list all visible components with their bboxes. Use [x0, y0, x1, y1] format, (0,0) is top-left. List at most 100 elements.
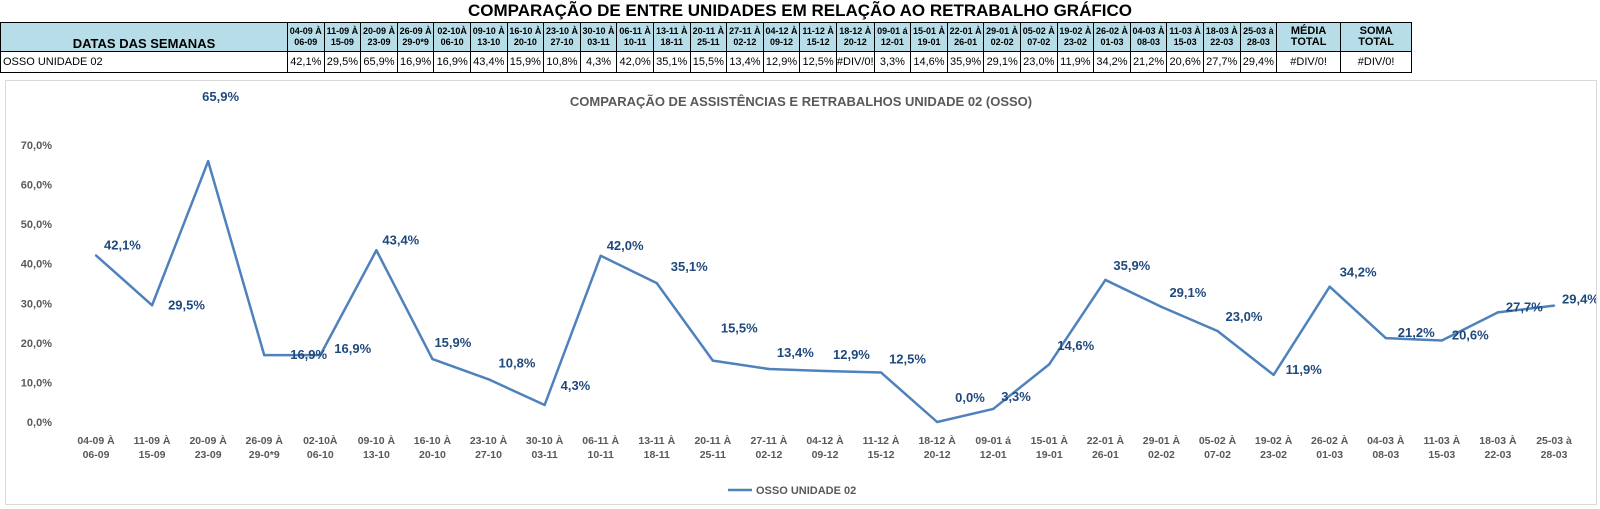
week-header-line: 19-01 — [917, 37, 941, 47]
table-week-header: 11-03 À 15-03 — [1166, 22, 1204, 52]
x-tick-label: 20-09 À — [189, 434, 227, 447]
data-point — [1328, 285, 1331, 288]
data-label: 4,3% — [561, 378, 591, 393]
table-week-header: 23-10 À 27-10 — [543, 22, 581, 52]
week-header-line: 23-09 — [367, 37, 391, 47]
data-label: 34,2% — [1340, 265, 1377, 280]
table-week-header: 11-09 À 15-09 — [323, 22, 362, 52]
x-tick-label: 18-12 À — [918, 434, 956, 447]
table-cell: 35,1% — [652, 51, 691, 73]
week-header-line: 26-09 À — [399, 26, 432, 36]
data-point — [992, 407, 995, 411]
week-header-line: 29-0*9 — [402, 37, 429, 47]
x-tick-label: 22-03 — [1484, 449, 1511, 461]
x-tick-label: 03-11 — [531, 449, 557, 461]
data-label: 3,3% — [1001, 389, 1031, 404]
table-week-header: 06-11 À 10-11 — [616, 22, 654, 52]
table-week-header: 29-01 À 02-02 — [983, 22, 1021, 52]
y-tick-label: 70,0% — [21, 140, 52, 152]
x-tick-label: 20-11 À — [694, 434, 731, 447]
table-cell: 20,6% — [1166, 51, 1204, 73]
data-label: 11,9% — [1286, 362, 1323, 377]
table-cell: 4,3% — [579, 51, 618, 73]
data-label: 42,0% — [607, 238, 644, 253]
x-tick-label: 20-10 — [419, 449, 446, 461]
table-row-label: OSSO UNIDADE 02 — [0, 51, 288, 73]
week-header-line: 15-01 À — [912, 26, 945, 36]
data-point — [1552, 304, 1556, 307]
table-week-header: 05-02 À 07-02 — [1019, 22, 1058, 52]
table-cell: 10,8% — [543, 51, 581, 73]
data-label: 15,5% — [721, 321, 758, 336]
table-cell: 43,4% — [469, 51, 508, 73]
y-tick-label: 10,0% — [21, 377, 52, 389]
data-point — [1272, 373, 1275, 377]
data-point — [935, 420, 939, 424]
x-tick-label: 15-03 — [1428, 449, 1455, 461]
x-tick-label: 01-03 — [1316, 449, 1343, 461]
x-tick-label: 15-01 À — [1031, 434, 1069, 447]
table-cell: 42,0% — [616, 51, 654, 73]
data-label: 29,5% — [168, 297, 205, 312]
data-point — [1440, 339, 1444, 342]
data-point — [1104, 278, 1107, 282]
week-header-line: 02-10À — [437, 26, 467, 36]
week-header-line: 12-01 — [880, 37, 904, 47]
data-point — [487, 378, 490, 381]
data-point — [543, 403, 546, 407]
x-tick-label: 26-02 À — [1311, 434, 1349, 447]
week-header-line: 03-11 — [587, 37, 610, 47]
week-header-line: 26-01 — [954, 37, 978, 47]
x-tick-label: 30-10 À — [526, 434, 564, 447]
media-total-value: #DIV/0! — [1276, 51, 1342, 73]
week-header-line: 27-10 — [550, 37, 574, 47]
x-tick-label: 04-03 À — [1367, 434, 1405, 447]
media-header-line: MÉDIA — [1290, 25, 1327, 37]
x-tick-label: 23-09 — [195, 449, 222, 461]
media-header-line: TOTAL — [1290, 36, 1327, 48]
data-point — [1160, 305, 1163, 309]
week-header-line: 13-11 À — [655, 26, 688, 36]
data-label: 12,5% — [889, 352, 926, 367]
data-label: 21,2% — [1398, 325, 1435, 340]
soma-header-line: SOMA — [1359, 25, 1393, 37]
table-cell: 13,4% — [726, 51, 764, 73]
week-header-line: 20-09 À — [362, 26, 395, 36]
table-week-header: 04-12 À 09-12 — [762, 22, 801, 52]
x-tick-label: 08-03 — [1372, 449, 1399, 461]
data-label: 12,9% — [833, 347, 870, 362]
week-header-line: 10-11 — [623, 37, 647, 47]
data-point — [655, 281, 658, 285]
data-label: 15,9% — [434, 335, 471, 350]
week-header-line: 28-03 — [1246, 37, 1270, 47]
table-row: OSSO UNIDADE 02 42,1% 29,5% 65,9% 16,9% 16,9… — [0, 51, 1413, 73]
data-label: 35,9% — [1113, 258, 1150, 273]
y-tick-label: 50,0% — [21, 219, 52, 231]
x-tick-label: 04-09 À — [77, 434, 115, 447]
table-week-header: 22-01 À 26-01 — [946, 22, 985, 52]
table-header-row: DATAS DAS SEMANAS 04-09 À 06-09 11-09 À 15-… — [0, 22, 1413, 52]
week-header-line: 08-03 — [1137, 37, 1161, 47]
week-header-line: 04-09 À — [289, 26, 322, 36]
data-point — [263, 353, 266, 357]
table-week-header: 02-10À 06-10 — [433, 22, 471, 52]
week-header-line: 25-03 à — [1243, 26, 1274, 36]
table-week-header: 04-09 À 06-09 — [287, 22, 325, 52]
table-week-header: 26-09 À 29-0*9 — [396, 22, 435, 52]
data-point — [1048, 363, 1051, 366]
table-cell: 21,2% — [1129, 51, 1168, 73]
week-header-line: 06-10 — [440, 37, 464, 47]
week-header-line: 04-12 À — [765, 26, 798, 36]
x-tick-label: 22-01 À — [1087, 434, 1125, 447]
media-total-header: MÉDIA TOTAL — [1276, 22, 1342, 52]
x-tick-label: 11-03 À — [1423, 434, 1460, 447]
data-point — [150, 304, 154, 307]
table-cell: 27,7% — [1202, 51, 1241, 73]
week-header-line: 04-03 À — [1132, 26, 1165, 36]
legend-label: OSSO UNIDADE 02 — [756, 485, 856, 497]
data-label: 65,9% — [202, 89, 239, 104]
data-point — [319, 353, 322, 357]
x-tick-label: 05-02 À — [1199, 434, 1237, 447]
week-header-line: 30-10 À — [582, 26, 615, 36]
week-header-line: 02-12 — [733, 37, 757, 47]
